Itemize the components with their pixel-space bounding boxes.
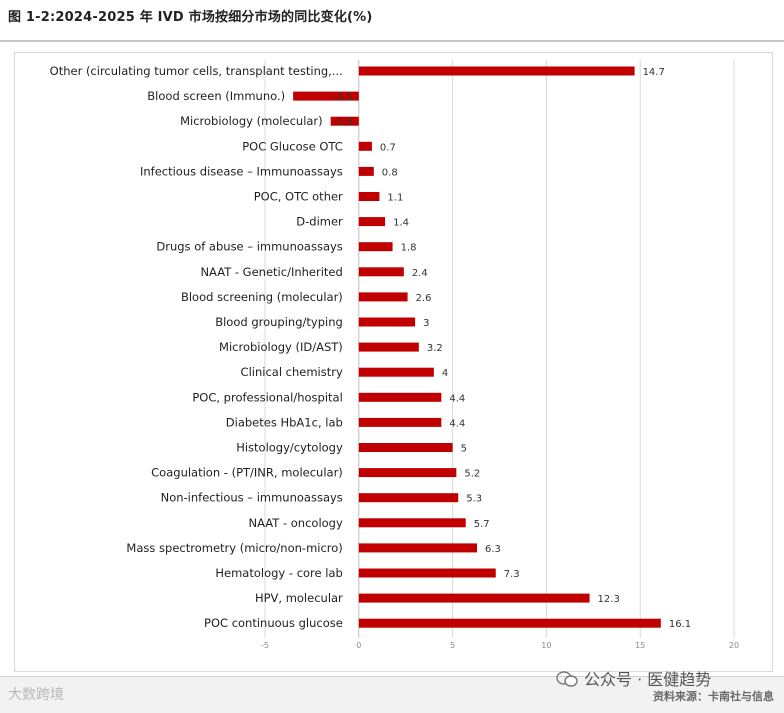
category-label: Non-infectious – immunoassays xyxy=(161,491,343,505)
value-label: 4.4 xyxy=(449,418,465,429)
bar xyxy=(358,267,404,277)
category-label: Blood screen (Immuno.) xyxy=(147,89,285,103)
category-label: POC, professional/hospital xyxy=(192,390,342,404)
value-label: 4.4 xyxy=(449,393,465,404)
category-label: Hematology - core lab xyxy=(215,566,342,580)
category-label: NAAT - oncology xyxy=(249,516,343,530)
category-label: Diabetes HbA1c, lab xyxy=(226,415,343,429)
wechat-icon xyxy=(556,671,578,687)
bar xyxy=(358,493,459,503)
value-label: 2.6 xyxy=(416,293,432,304)
value-label: 14.7 xyxy=(643,67,665,78)
category-label: Coagulation - (PT/INR, molecular) xyxy=(151,466,343,480)
bar xyxy=(358,141,372,151)
bar-chart: -5 0 5 10 15 20 Other (circulating tumor cells… xyxy=(50,60,739,650)
value-label: 6.3 xyxy=(485,544,501,555)
value-label: 3.2 xyxy=(427,343,443,354)
category-label: D-dimer xyxy=(296,215,343,229)
category-label: Other (circulating tumor cells, transpla… xyxy=(50,64,343,78)
category-label: Infectious disease – Immunoassays xyxy=(140,164,343,178)
category-label: Microbiology (ID/AST) xyxy=(219,340,343,354)
value-label: 0.7 xyxy=(380,142,396,153)
bar xyxy=(358,217,386,227)
value-label: 1.4 xyxy=(393,218,409,229)
value-label: 0.8 xyxy=(382,167,398,178)
value-label: -1.5 xyxy=(333,117,353,128)
category-label: Histology/cytology xyxy=(236,441,343,455)
source-note: 资料来源：卡南社与信息 xyxy=(653,690,774,703)
bar xyxy=(358,468,457,478)
bar xyxy=(358,292,408,302)
bar xyxy=(358,242,393,252)
bar xyxy=(358,543,477,553)
bar xyxy=(330,116,359,126)
category-label: POC continuous glucose xyxy=(204,616,343,630)
x-tick-label: -5 xyxy=(261,641,269,650)
footer-band xyxy=(0,676,784,713)
bar xyxy=(358,166,374,176)
value-label: 5.2 xyxy=(464,469,480,480)
category-label: Microbiology (molecular) xyxy=(180,114,323,128)
watermark-right: 公众号 · 医健趋势 xyxy=(556,666,711,690)
watermark-right-text: 公众号 · 医健趋势 xyxy=(584,670,712,689)
bar xyxy=(358,367,434,377)
value-label: 1.1 xyxy=(387,193,403,204)
bar xyxy=(358,518,466,528)
watermark-left: 大数跨境 xyxy=(8,684,64,704)
category-label: NAAT - Genetic/Inherited xyxy=(200,265,342,279)
x-tick-label: 20 xyxy=(729,641,739,650)
watermark-left-text: 大数跨境 xyxy=(8,687,64,703)
x-tick-label: 15 xyxy=(635,641,645,650)
category-label: Blood grouping/typing xyxy=(215,315,343,329)
figure-title: 图 1-2:2024-2025 年 IVD 市场按细分市场的同比变化(%) xyxy=(8,10,373,25)
category-label: Mass spectrometry (micro/non-micro) xyxy=(126,541,342,555)
x-tick-label: 0 xyxy=(356,641,361,650)
category-label: POC Glucose OTC xyxy=(242,139,343,153)
category-label: HPV, molecular xyxy=(255,591,343,605)
bar xyxy=(358,593,590,603)
x-tick-label: 10 xyxy=(541,641,551,650)
category-label: Blood screening (molecular) xyxy=(181,290,343,304)
value-label: 5 xyxy=(461,444,467,455)
x-tick-label: 5 xyxy=(450,641,455,650)
value-label: 12.3 xyxy=(598,594,620,605)
category-label: Drugs of abuse – immunoassays xyxy=(156,240,342,254)
bar xyxy=(358,417,442,427)
value-label: 7.3 xyxy=(504,569,520,580)
bar xyxy=(358,192,380,201)
title-divider xyxy=(0,40,784,42)
bar xyxy=(358,568,496,578)
category-label: POC, OTC other xyxy=(254,190,343,204)
value-label: 5.7 xyxy=(474,519,490,530)
value-label: 5.3 xyxy=(466,494,482,505)
value-label: 16.1 xyxy=(669,619,691,630)
value-label: 4 xyxy=(442,368,448,379)
value-label: 3 xyxy=(423,318,429,329)
bar xyxy=(358,317,416,327)
category-label: Clinical chemistry xyxy=(241,365,343,379)
value-label: 2.4 xyxy=(412,268,428,279)
bar xyxy=(358,618,661,628)
bar xyxy=(358,342,419,352)
bar xyxy=(358,443,453,452)
bar xyxy=(293,91,359,101)
bar xyxy=(358,392,442,402)
value-label: 1.8 xyxy=(401,243,417,254)
value-label: -3.5 xyxy=(333,92,353,103)
bar xyxy=(358,66,635,76)
